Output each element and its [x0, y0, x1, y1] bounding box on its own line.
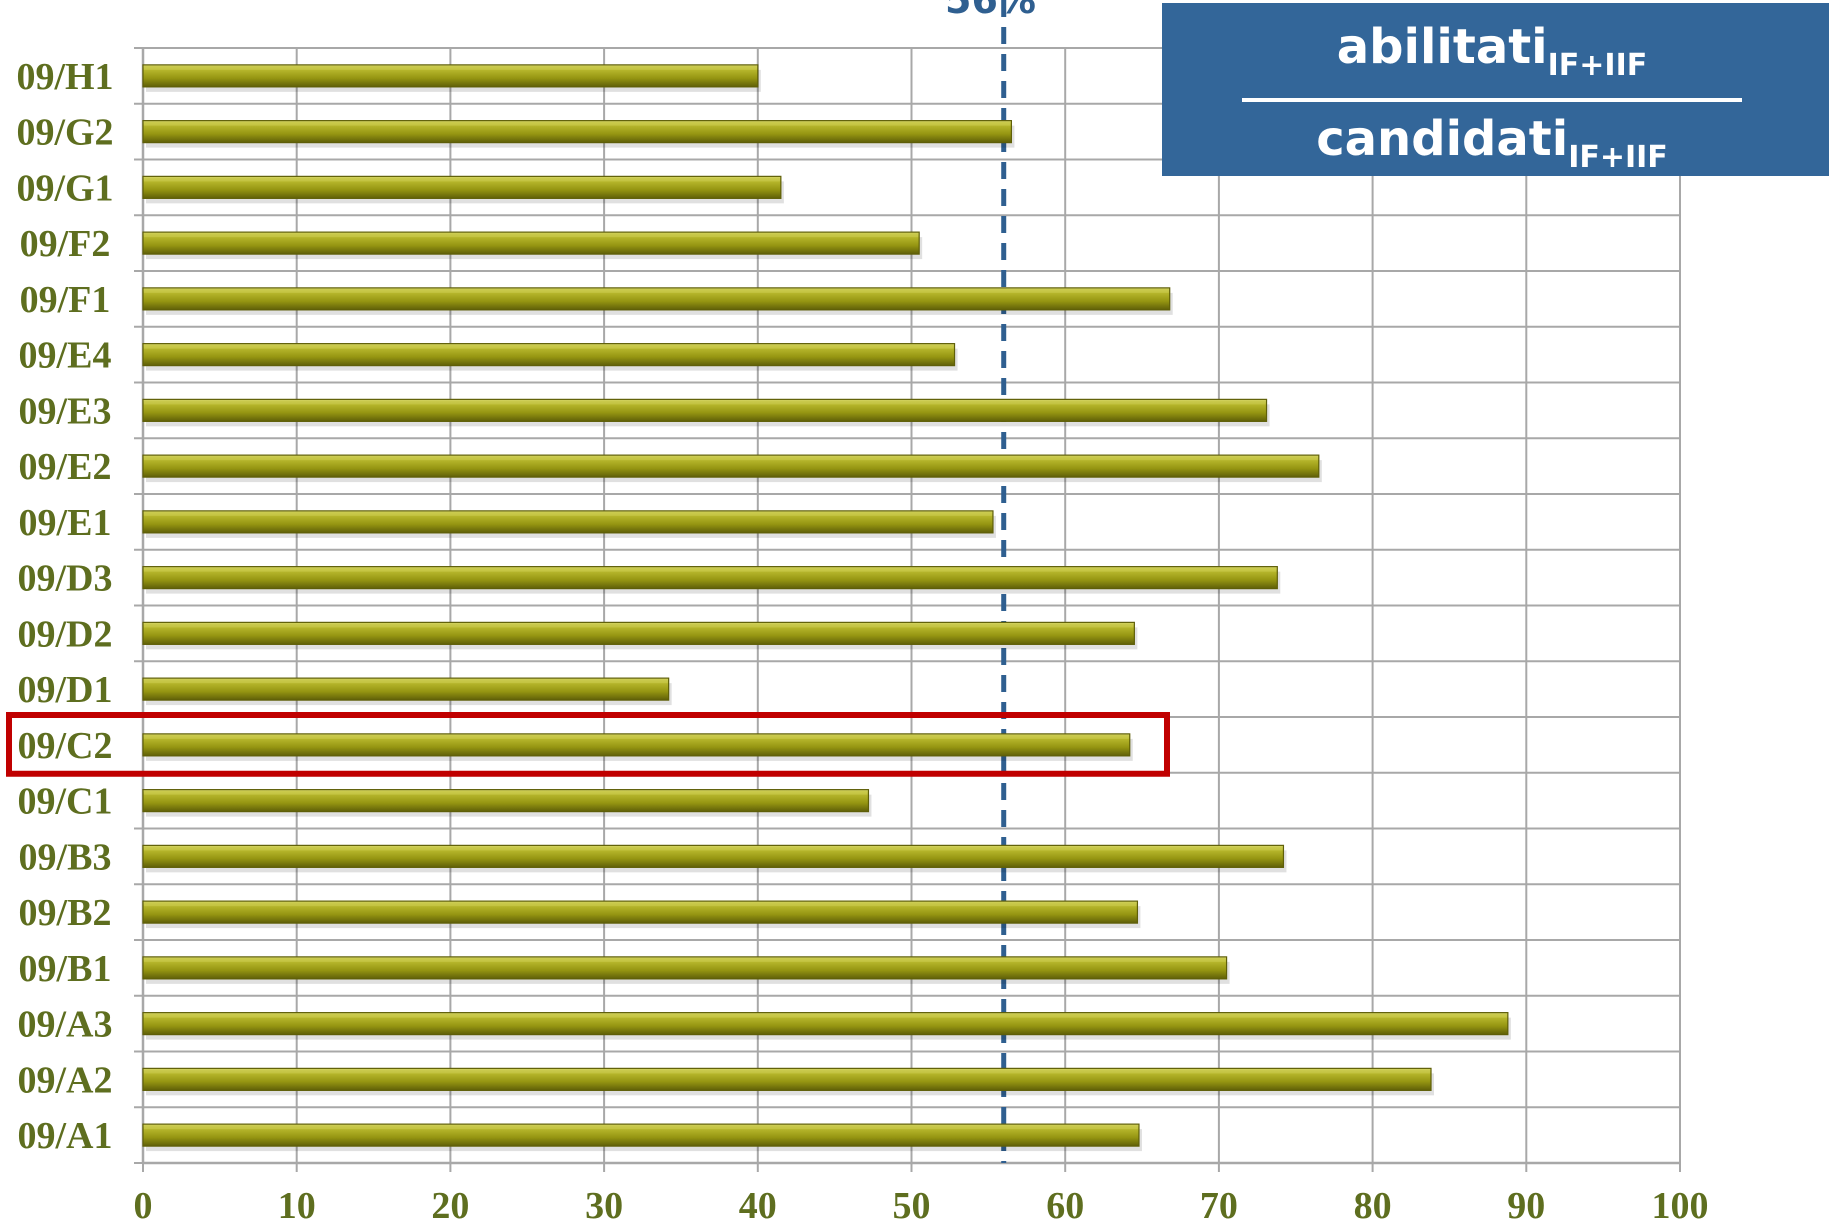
x-tick-label: 90 — [1507, 1185, 1545, 1225]
bar-bevel — [144, 1069, 1431, 1074]
category-label: 09/H1 — [16, 56, 113, 98]
bar — [142, 287, 1171, 311]
bar — [142, 789, 870, 813]
bar-bevel — [144, 511, 992, 516]
denominator-text: candidati — [1316, 111, 1569, 167]
bar — [142, 343, 956, 367]
bar-bevel — [144, 1013, 1507, 1018]
bar — [142, 677, 670, 701]
bar — [142, 510, 994, 534]
category-label: 09/A1 — [18, 1115, 113, 1157]
bar — [142, 398, 1268, 422]
formula-box: abilitatiIF+IIF candidatiIF+IIF — [1162, 3, 1829, 176]
denominator-subscript: IF+IIF — [1568, 140, 1668, 175]
x-tick-label: 20 — [431, 1185, 469, 1225]
category-label: 09/E2 — [19, 446, 112, 488]
x-tick-label: 40 — [739, 1185, 777, 1225]
numerator-text: abilitati — [1336, 19, 1548, 75]
category-label: 09/A2 — [18, 1059, 113, 1101]
bar-bevel — [144, 1125, 1138, 1130]
category-label: 09/B2 — [19, 892, 112, 934]
x-tick-label: 30 — [585, 1185, 623, 1225]
bar-bevel — [144, 233, 919, 238]
category-label: 09/F1 — [20, 279, 111, 321]
x-tick-label: 50 — [893, 1185, 931, 1225]
x-tick-label: 0 — [134, 1185, 153, 1225]
category-label: 09/B1 — [19, 948, 112, 990]
bar — [142, 733, 1131, 757]
bar — [142, 900, 1139, 924]
category-label: 09/G2 — [16, 112, 113, 154]
category-labels: 09/H1 09/G2 09/G1 09/F2 09/F1 09/E4 09/E3 09/E2… — [16, 56, 113, 1157]
bar — [142, 956, 1228, 980]
highlight-box — [6, 712, 1170, 777]
category-label: 09/D1 — [18, 669, 113, 711]
bar — [142, 231, 920, 255]
category-label: 09/E4 — [19, 335, 112, 377]
x-tick-label: 80 — [1354, 1185, 1392, 1225]
category-label: 09/D2 — [18, 613, 113, 655]
category-label: 09/D3 — [18, 558, 113, 600]
x-tick-label: 10 — [278, 1185, 316, 1225]
category-label: 09/A3 — [18, 1004, 113, 1046]
fraction-line — [1242, 98, 1742, 102]
bar-bevel — [144, 679, 668, 684]
reference-line-label: 56% — [945, 0, 1036, 22]
category-label: 09/C2 — [18, 725, 113, 767]
x-tick-label: 70 — [1200, 1185, 1238, 1225]
bar — [142, 1012, 1509, 1036]
bar-bevel — [144, 177, 780, 182]
bar-bevel — [144, 567, 1277, 572]
bar — [142, 621, 1135, 645]
bars — [142, 64, 1511, 1152]
grid-lines — [134, 47, 1681, 1172]
bar-bevel — [144, 400, 1266, 405]
bar-bevel — [144, 65, 757, 70]
bar-bevel — [144, 846, 1283, 851]
formula-denominator: candidatiIF+IIF — [1242, 115, 1742, 173]
category-label: 09/E1 — [19, 502, 112, 544]
bar — [142, 1067, 1432, 1091]
bar — [142, 64, 759, 88]
bar-bevel — [144, 121, 1011, 126]
x-tick-label: 100 — [1652, 1185, 1709, 1225]
bar — [142, 566, 1278, 590]
category-label: 09/G1 — [16, 167, 113, 209]
bar-bevel — [144, 790, 868, 795]
bar — [142, 844, 1285, 868]
bar-bevel — [144, 902, 1137, 907]
category-label: 09/B3 — [19, 836, 112, 878]
category-label: 09/F2 — [20, 223, 111, 265]
bar-bevel — [144, 957, 1226, 962]
category-label: 09/C1 — [18, 781, 113, 823]
numerator-subscript: IF+IIF — [1547, 48, 1648, 83]
x-tick-label: 60 — [1046, 1185, 1084, 1225]
bar-bevel — [144, 288, 1169, 293]
formula-numerator: abilitatiIF+IIF — [1242, 23, 1742, 81]
bar — [142, 175, 782, 199]
bar — [142, 454, 1320, 478]
x-tick-labels: 0 10 20 30 40 50 60 70 80 90 100 — [134, 1185, 1709, 1225]
bar-bevel — [144, 456, 1318, 461]
bar-bevel — [144, 623, 1134, 628]
bar-bevel — [144, 344, 954, 349]
bar-bevel — [144, 734, 1129, 739]
highlight-group — [6, 712, 1170, 777]
bar — [142, 1123, 1140, 1147]
category-label: 09/E3 — [19, 390, 112, 432]
bar — [142, 120, 1013, 144]
